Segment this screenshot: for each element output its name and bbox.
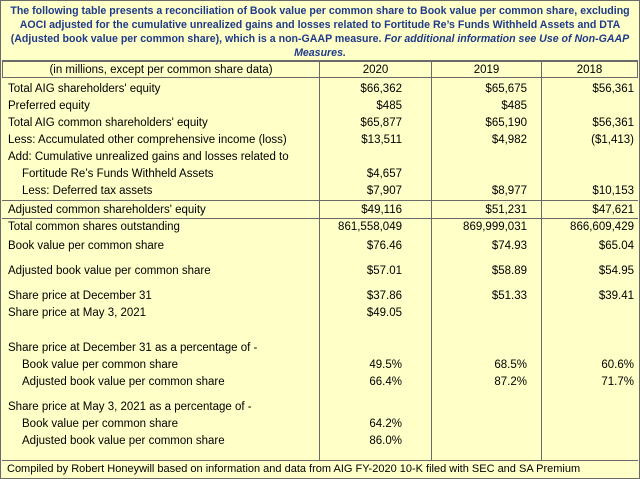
cell-2020: $49,116: [361, 204, 402, 216]
row-label: Adjusted book value per common share: [22, 435, 225, 447]
table-row: Total common shares outstanding 861,558,0…: [1, 219, 639, 236]
intro-note: The following table presents a reconcili…: [2, 2, 638, 61]
cell-2020: $65,877: [360, 117, 402, 129]
cell-2020: $37.86: [366, 290, 402, 302]
row-label: Add: Cumulative unrealized gains and los…: [8, 151, 289, 163]
cell-2019: $485: [501, 100, 527, 112]
cell-2018: $54.95: [598, 265, 634, 277]
cell-2018: $56,361: [592, 83, 634, 95]
cell-2018: $65.04: [598, 240, 634, 252]
cell-2020: $49.05: [366, 307, 402, 319]
row-label: Adjusted common shareholders' equity: [8, 204, 206, 216]
intro-text: The following table presents a reconcili…: [10, 5, 630, 45]
footer-note: Compiled by Robert Honeywill based on in…: [2, 460, 638, 478]
cell-2020: $66,362: [360, 83, 402, 95]
cell-2020: $57.01: [366, 265, 402, 277]
cell-2020: $76.46: [366, 240, 402, 252]
table-row: Add: Cumulative unrealized gains and los…: [1, 149, 639, 166]
table-row: Less: Deferred tax assets $7,907 $8,977 $10…: [1, 183, 639, 200]
cell-2020: $4,657: [366, 168, 402, 180]
cell-2018: $39.41: [598, 290, 634, 302]
cell-2020: 86.0%: [369, 435, 402, 447]
table-row: Less: Accumulated other comprehensive in…: [1, 132, 639, 149]
header-year-2020: 2020: [319, 61, 432, 78]
table-row: Share price at May 3, 2021 $49.05: [1, 305, 639, 322]
cell-2020: 66.4%: [369, 376, 402, 388]
table-row: Total AIG shareholders' equity $66,362 $65…: [1, 81, 639, 98]
cell-2018: $47,621: [592, 204, 634, 216]
table-row: Share price at December 31 as a percenta…: [1, 340, 639, 357]
row-separator: [2, 218, 638, 219]
header-year-2019: 2019: [431, 61, 542, 78]
cell-2018: $10,153: [592, 185, 634, 197]
cell-2018: 866,609,429: [570, 221, 634, 233]
cell-2019: 87.2%: [494, 376, 527, 388]
cell-2019: $65,675: [485, 83, 527, 95]
cell-2018: 71.7%: [601, 376, 634, 388]
header-year-2018: 2018: [541, 61, 638, 78]
table-row: Adjusted book value per common share 86.0…: [1, 433, 639, 450]
table-row: Preferred equity $485 $485: [1, 98, 639, 115]
row-label: Share price at May 3, 2021 as a percenta…: [8, 401, 252, 413]
table-row: Adjusted book value per common share 66.4…: [1, 374, 639, 391]
table-row: Adjusted book value per common share $57.…: [1, 263, 639, 280]
table-row: Fortitude Re’s Funds Withheld Assets $4,6…: [1, 166, 639, 183]
cell-2019: 869,999,031: [463, 221, 527, 233]
cell-2018: 60.6%: [601, 359, 634, 371]
row-label: Book value per common share: [8, 240, 164, 252]
cell-2020: 64.2%: [369, 418, 402, 430]
cell-2019: 68.5%: [494, 359, 527, 371]
cell-2019: $74.93: [491, 240, 527, 252]
cell-2020: $485: [376, 100, 402, 112]
table-row: Book value per common share 64.2%: [1, 416, 639, 433]
row-label: Book value per common share: [22, 359, 178, 371]
cell-2020: 861,558,049: [338, 221, 402, 233]
table-row: Share price at December 31 $37.86 $51.33 $3…: [1, 288, 639, 305]
column-divider: [541, 78, 542, 460]
header-label: (in millions, except per common share da…: [2, 61, 320, 78]
row-separator: [2, 200, 638, 201]
row-label: Share price at December 31 as a percenta…: [8, 342, 258, 354]
cell-2019: $51,231: [485, 204, 527, 216]
cell-2019: $8,977: [491, 185, 527, 197]
cell-2019: $51.33: [491, 290, 527, 302]
cell-2019: $4,982: [491, 134, 527, 146]
column-divider: [431, 78, 432, 460]
table-row: Adjusted common shareholders' equity $49,…: [1, 202, 639, 219]
row-label: Less: Accumulated other comprehensive in…: [8, 134, 287, 146]
cell-2020: 49.5%: [369, 359, 402, 371]
row-label: Total AIG common shareholders' equity: [8, 117, 208, 129]
row-label: Book value per common share: [22, 418, 178, 430]
column-divider: [319, 78, 320, 460]
row-label: Share price at May 3, 2021: [8, 307, 147, 319]
cell-2020: $7,907: [366, 185, 402, 197]
cell-2020: $13,511: [361, 134, 402, 146]
table-row: Total AIG common shareholders' equity $65…: [1, 115, 639, 132]
cell-2018: ($1,413): [591, 134, 634, 146]
row-label: Share price at December 31: [8, 290, 152, 302]
row-label: Fortitude Re’s Funds Withheld Assets: [22, 168, 214, 180]
cell-2019: $58.89: [491, 265, 527, 277]
row-label: Total AIG shareholders' equity: [8, 83, 161, 95]
row-label: Total common shares outstanding: [8, 221, 180, 233]
row-label: Adjusted book value per common share: [8, 265, 211, 277]
intro-emphasis: For additional information see Use of No…: [294, 33, 630, 59]
row-label: Adjusted book value per common share: [22, 376, 225, 388]
row-label: Preferred equity: [8, 100, 90, 112]
table-row: Book value per common share $76.46 $74.93 $…: [1, 238, 639, 255]
table-row: Share price at May 3, 2021 as a percenta…: [1, 399, 639, 416]
table-row: Book value per common share 49.5% 68.5% 60.…: [1, 357, 639, 374]
cell-2018: $56,361: [592, 117, 634, 129]
cell-2019: $65,190: [485, 117, 527, 129]
row-label: Less: Deferred tax assets: [22, 185, 153, 197]
